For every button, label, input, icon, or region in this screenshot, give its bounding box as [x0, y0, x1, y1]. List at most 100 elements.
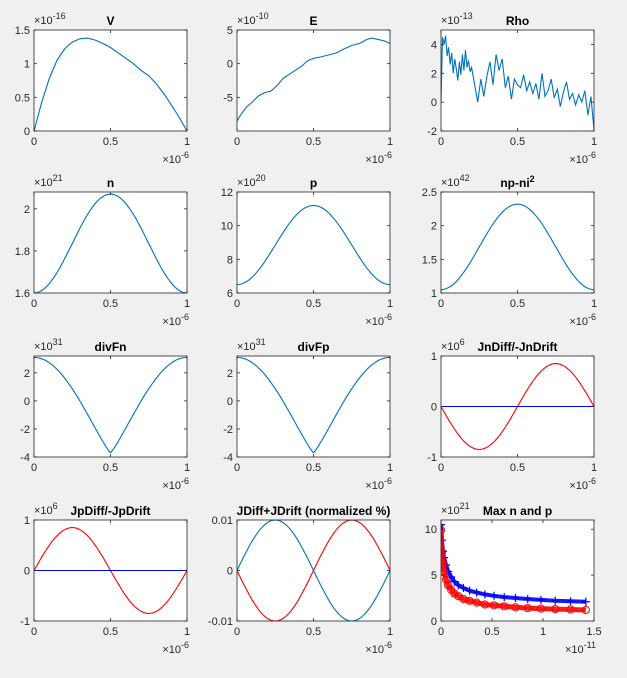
- y-tick-label: 10: [221, 221, 233, 233]
- y-exponent-label: ×10-10: [237, 11, 269, 27]
- y-tick-label: 1.5: [15, 25, 30, 37]
- y-tick-label: -0.01: [208, 616, 233, 628]
- y-tick-label: 10: [425, 524, 437, 536]
- x-exponent-label: ×10-6: [569, 312, 596, 328]
- x-tick-label: 0: [234, 136, 240, 148]
- y-exponent-label: ×10-16: [34, 11, 66, 27]
- x-tick-label: 1: [387, 136, 393, 148]
- plot-series-group: [441, 203, 594, 291]
- x-tick-label: 1: [387, 626, 393, 638]
- plot-series-group: [34, 37, 187, 131]
- subplot-1: 0 0.5 1 0 0.5 1 1.5 ×10-16 ×10-6 V: [15, 11, 190, 166]
- plot-area: [237, 356, 390, 457]
- y-exponent-label: ×106: [441, 337, 465, 353]
- x-tick-label: 0: [31, 298, 37, 310]
- series-1-line: [237, 37, 390, 122]
- y-tick-label: 4: [431, 39, 437, 51]
- y-tick-label: 0: [227, 566, 233, 578]
- y-tick-label: 0.01: [212, 515, 233, 527]
- y-tick-label: 2.5: [422, 187, 437, 199]
- y-tick-label: 5: [227, 25, 233, 37]
- y-tick-label: 0.5: [15, 92, 30, 104]
- plot-series-group: [34, 356, 187, 454]
- y-tick-label: 1: [24, 515, 30, 527]
- x-tick-label: 1: [591, 462, 597, 474]
- subplot-title: V: [106, 14, 114, 28]
- x-tick-label: 0.5: [103, 136, 118, 148]
- subplot-title: E: [309, 14, 317, 28]
- x-tick-label: 0: [234, 298, 240, 310]
- x-tick-label: 0.5: [306, 626, 321, 638]
- series-1-line: [441, 203, 594, 291]
- x-tick-label: 0: [234, 626, 240, 638]
- x-exponent-label: ×10-6: [569, 476, 596, 492]
- y-exponent-label: ×10-13: [441, 11, 473, 27]
- y-tick-label: 0: [227, 396, 233, 408]
- subplot-2: 0 0.5 1 -5 0 5 ×10-10 ×10-6 E: [223, 11, 393, 166]
- x-exponent-label: ×10-6: [162, 312, 189, 328]
- y-tick-label: 0: [24, 126, 30, 138]
- subplot-title: p: [310, 176, 317, 190]
- y-tick-label: 2: [431, 221, 437, 233]
- x-tick-label: 0: [234, 462, 240, 474]
- y-tick-label: 2: [24, 368, 30, 380]
- x-exponent-label: ×10-6: [162, 476, 189, 492]
- x-exponent-label: ×10-6: [365, 476, 392, 492]
- y-exponent-label: ×1021: [34, 173, 63, 189]
- y-tick-label: 0: [227, 59, 233, 71]
- y-tick-label: 2: [227, 368, 233, 380]
- subplot-title: Max n and p: [483, 504, 552, 518]
- plot-series-group: [441, 363, 594, 450]
- subplot-title: n: [107, 176, 114, 190]
- y-tick-label: 0: [24, 396, 30, 408]
- subplot-5: 0 0.5 1 6 8 10 12 ×1020 ×10-6 p: [221, 173, 393, 328]
- plot-area: [237, 192, 390, 293]
- subplot-4: 0 0.5 1 1.6 1.8 2 ×1021 ×10-6 n: [15, 173, 190, 328]
- plot-area: [34, 356, 187, 457]
- y-tick-label: -1: [20, 616, 30, 628]
- x-tick-label: 1: [184, 136, 190, 148]
- axes-box: [440, 519, 595, 622]
- subplot-title: JpDiff/-JpDrift: [71, 504, 151, 518]
- x-tick-label: 1: [184, 626, 190, 638]
- x-tick-label: 0.5: [484, 626, 499, 638]
- subplot-8: 0 0.5 1 -4 -2 0 2 ×1031 ×10-6 divFp: [223, 337, 393, 492]
- x-tick-label: 1: [591, 136, 597, 148]
- y-tick-label: 0: [431, 616, 437, 628]
- x-tick-label: 0.5: [306, 298, 321, 310]
- x-tick-label: 0: [31, 462, 37, 474]
- y-tick-label: -5: [223, 92, 233, 104]
- plot-series-group: [441, 520, 590, 615]
- y-tick-label: -4: [223, 452, 233, 464]
- x-exponent-label: ×10-11: [565, 640, 596, 656]
- y-tick-label: 1: [24, 59, 30, 71]
- x-exponent-label: ×10-6: [365, 640, 392, 656]
- x-exponent-label: ×10-6: [162, 150, 189, 166]
- x-exponent-label: ×10-6: [365, 150, 392, 166]
- y-exponent-label: ×1031: [34, 337, 63, 353]
- x-exponent-label: ×10-6: [365, 312, 392, 328]
- x-tick-label: 0.5: [103, 298, 118, 310]
- y-tick-label: 1: [431, 351, 437, 363]
- x-tick-label: 1: [591, 298, 597, 310]
- y-exponent-label: ×1021: [441, 501, 470, 517]
- y-tick-label: 0: [431, 97, 437, 109]
- y-tick-label: -2: [223, 424, 233, 436]
- x-tick-label: 0.5: [103, 626, 118, 638]
- y-tick-label: 1.6: [15, 288, 30, 300]
- plot-series-group: [237, 356, 390, 454]
- y-tick-label: 1: [431, 288, 437, 300]
- y-tick-label: -4: [20, 452, 30, 464]
- subplot-title: np-ni2: [500, 174, 534, 190]
- plot-series-group: [441, 35, 594, 130]
- plot-area: [34, 30, 187, 131]
- x-tick-label: 0: [438, 136, 444, 148]
- x-tick-label: 1: [540, 626, 546, 638]
- x-tick-label: 1: [387, 298, 393, 310]
- subplot-12: 0 0.5 1 1.5 0 5 10 ×1021 ×10-11 Max n and p: [425, 501, 602, 656]
- x-tick-label: 1: [184, 298, 190, 310]
